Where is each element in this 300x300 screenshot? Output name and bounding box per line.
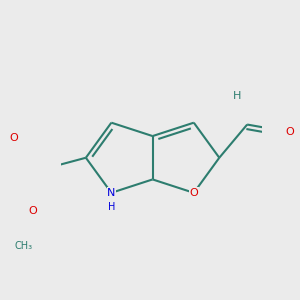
Text: O: O xyxy=(9,133,18,143)
Text: CH₃: CH₃ xyxy=(14,242,32,251)
Text: N: N xyxy=(107,188,116,198)
Text: O: O xyxy=(286,127,294,137)
Text: H: H xyxy=(108,202,115,212)
Text: H: H xyxy=(232,91,241,101)
Text: O: O xyxy=(28,206,37,216)
Text: O: O xyxy=(189,188,198,198)
